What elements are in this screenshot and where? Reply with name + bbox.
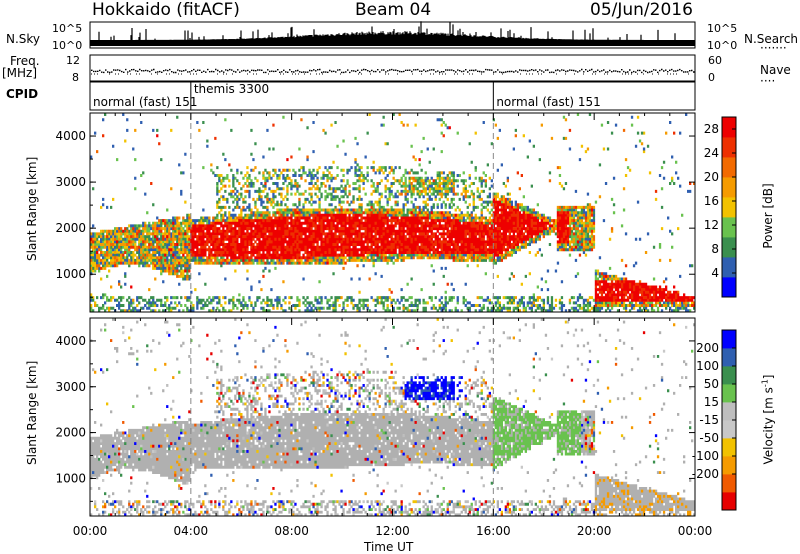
power-colorbar-cell: [722, 157, 736, 178]
power-colorbar-cell: [722, 277, 736, 298]
power-colorbar-tick-label: 20: [704, 170, 719, 184]
nsearch-top-tick: 10^5: [707, 22, 738, 35]
y-tick-label: 1000: [55, 471, 86, 485]
nave-label: Nave: [760, 63, 791, 77]
echo-cells: [92, 123, 696, 307]
x-tick-label: 08:00: [274, 524, 309, 538]
nave-top-tick: 60: [708, 54, 722, 67]
beam-title: Beam 04: [355, 0, 432, 20]
echo-cells: [90, 126, 696, 302]
y-tick-label: 2000: [55, 221, 86, 235]
velocity-colorbar-cell: [722, 366, 736, 385]
velocity-colorbar-tick-label: 200: [696, 341, 719, 355]
velocity-label-exp: -1: [760, 379, 770, 388]
cpid-segment-label: normal (fast) 151: [496, 95, 600, 109]
velocity-colorbar-cell: [722, 420, 736, 439]
nsky-top-tick: 10^5: [52, 22, 83, 35]
nsearch-label: N.Search: [744, 32, 799, 46]
x-tick-label: 00:00: [73, 524, 108, 538]
nsearch-bottom-tick: 10^0: [707, 39, 738, 52]
velocity-colorbar-tick-label: 100: [696, 359, 719, 373]
velocity-colorbar-tick-label: -15: [699, 413, 719, 427]
velocity-colorbar-cell: [722, 492, 736, 511]
velocity-colorbar-cell: [722, 330, 736, 349]
y-tick-label: 4000: [55, 129, 86, 143]
velocity-colorbar-tick-label: -200: [692, 467, 719, 481]
echo-cells: [104, 328, 694, 517]
echo-cells: [90, 318, 696, 517]
x-tick-label: 04:00: [174, 524, 209, 538]
power-colorbar-cell: [722, 117, 736, 138]
velocity-colorbar-cell: [722, 348, 736, 367]
nave-dots: ····: [760, 74, 776, 88]
velocity-colorbar-tick-label: -100: [692, 449, 719, 463]
freq-bottom-tick: 8: [72, 71, 79, 84]
freq-label: Freq.: [10, 54, 40, 68]
nsky-strip-frame: [89, 21, 696, 49]
power-colorbar-label: Power [dB]: [761, 183, 775, 249]
velocity-colorbar-label: Velocity [m s-1]: [760, 368, 776, 472]
velocity-colorbar-tick-label: -50: [699, 431, 719, 445]
power-colorbar-cell: [722, 237, 736, 258]
cpid-strip-frame: [89, 81, 696, 111]
freq-top-tick: 12: [66, 54, 80, 67]
y-tick-label: 4000: [55, 334, 86, 348]
power-colorbar-frame: [721, 116, 737, 298]
power-colorbar-cell: [722, 197, 736, 218]
freq-strip-frame: [89, 54, 696, 82]
power-colorbar-tick-label: 12: [704, 218, 719, 232]
y-tick-label: 3000: [55, 380, 86, 394]
power-colorbar-tick-label: 4: [711, 266, 719, 280]
nsky-trace: [90, 21, 695, 46]
velocity-colorbar-cell: [722, 402, 736, 421]
power-colorbar-tick-label: 8: [711, 242, 719, 256]
cpid-segment-label: normal (fast) 151: [93, 95, 197, 109]
cpid-segment-code: 151: [175, 95, 198, 109]
nsearch-dots: ·······: [760, 41, 787, 55]
cpid-segment-label: themis 3300: [194, 82, 269, 96]
y-tick-label: 3000: [55, 175, 86, 189]
nsky-bottom-tick: 10^0: [52, 39, 83, 52]
power-colorbar-cell: [722, 257, 736, 278]
date-title: 05/Jun/2016: [590, 0, 693, 20]
y-tick-label: 2000: [55, 426, 86, 440]
y-tick-label: 1000: [55, 267, 86, 281]
cpid-segment-code: 151: [578, 95, 601, 109]
velocity-label-close: ]: [761, 374, 776, 380]
cpid-label: CPID: [6, 87, 39, 101]
freq-unit: [MHz]: [2, 66, 38, 80]
power-colorbar-cell: [722, 177, 736, 198]
velocity-colorbar-tick-label: 50: [704, 377, 719, 391]
x-tick-label: 20:00: [577, 524, 612, 538]
velocity-colorbar-cell: [722, 438, 736, 457]
power-colorbar-cell: [722, 217, 736, 238]
echo-cells: [92, 339, 664, 517]
velocity-data-layer: [90, 318, 696, 517]
x-tick-label: 16:00: [476, 524, 511, 538]
velocity-colorbar-cell: [722, 456, 736, 475]
velocity-ylabel: Slant Range [km]: [25, 360, 39, 465]
power-colorbar-tick-label: 16: [704, 194, 719, 208]
nsky-label: N.Sky: [6, 32, 41, 46]
power-colorbar-tick-label: 24: [704, 146, 719, 160]
x-tick-label: 12:00: [375, 524, 410, 538]
velocity-colorbar-cell: [722, 474, 736, 493]
velocity-colorbar-tick-label: 15: [704, 395, 719, 409]
power-colorbar-tick-label: 28: [704, 122, 719, 136]
nave-bottom-tick: 0: [708, 71, 715, 84]
x-tick-label: 00:00: [678, 524, 713, 538]
power-data-layer: [90, 113, 696, 313]
power-colorbar-cell: [722, 137, 736, 158]
velocity-colorbar-cell: [722, 384, 736, 403]
power-ylabel: Slant Range [km]: [25, 156, 39, 261]
station-title: Hokkaido (fitACF): [92, 0, 240, 20]
xlabel: Time UT: [364, 540, 414, 554]
velocity-label-text: Velocity [m s: [761, 387, 776, 465]
freq-trace: [91, 68, 695, 74]
